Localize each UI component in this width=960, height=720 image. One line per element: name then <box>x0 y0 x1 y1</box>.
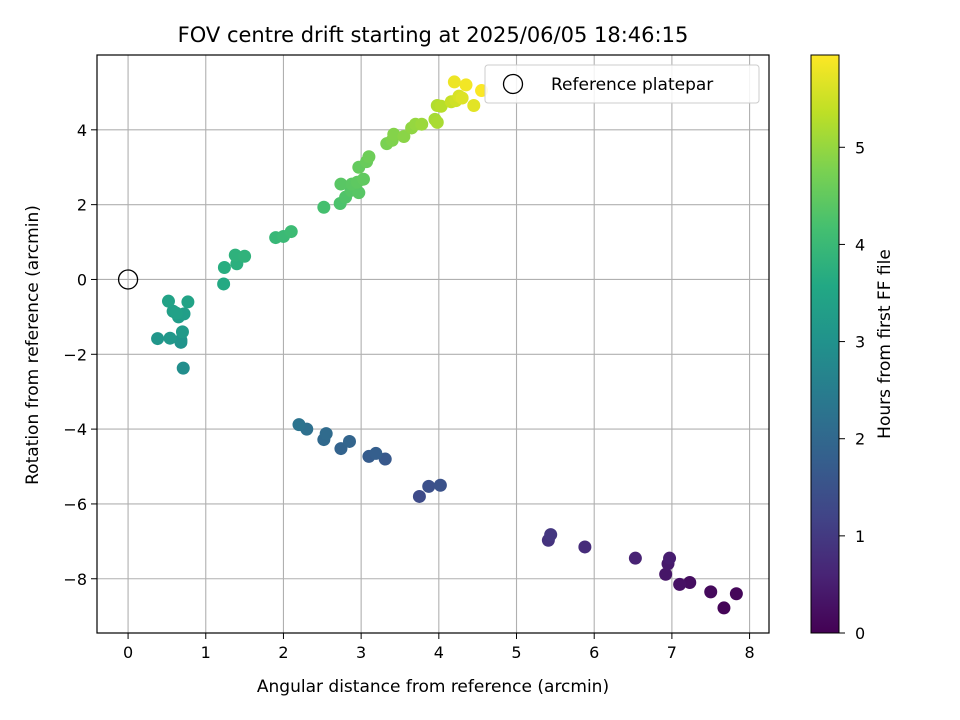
data-point <box>319 427 333 441</box>
data-point <box>284 225 298 239</box>
data-point <box>729 587 743 601</box>
x-tick-label: 4 <box>434 643 444 662</box>
legend: Reference platepar <box>484 64 760 104</box>
data-point <box>415 117 429 131</box>
colorbar-tick-label: 5 <box>855 138 865 157</box>
chart-title: FOV centre drift starting at 2025/06/05 … <box>178 23 689 47</box>
data-point <box>673 577 687 591</box>
data-point <box>704 585 718 599</box>
data-point <box>169 306 183 320</box>
plot-frame <box>96 54 770 634</box>
x-axis-label: Angular distance from reference (arcmin) <box>257 677 609 697</box>
colorbar-tick-label: 1 <box>855 527 865 546</box>
data-point <box>175 325 189 339</box>
data-point <box>176 361 190 375</box>
colorbar-label: Hours from first FF file <box>875 249 895 439</box>
data-point <box>362 150 376 164</box>
data-point <box>683 575 697 589</box>
data-point <box>433 478 447 492</box>
y-tick-label: −8 <box>63 570 87 589</box>
x-tick-label: 7 <box>667 643 677 662</box>
data-point <box>578 540 592 554</box>
grid-lines <box>97 55 769 633</box>
reference-platepar-point <box>117 269 139 290</box>
data-point <box>467 99 481 113</box>
data-point <box>422 479 436 493</box>
data-point <box>659 567 673 581</box>
data-point <box>430 115 444 129</box>
y-axis-label: Rotation from reference (arcmin) <box>23 205 43 485</box>
data-point <box>544 528 558 542</box>
colorbar-ticks: 0 1 2 3 4 5 <box>839 138 865 643</box>
data-point <box>356 172 370 186</box>
y-tick-label: 0 <box>77 270 87 289</box>
data-point <box>317 200 331 214</box>
legend-label: Reference platepar <box>551 75 713 95</box>
data-point <box>628 551 642 565</box>
colorbar-tick-label: 4 <box>855 235 865 254</box>
data-point <box>663 551 677 565</box>
x-tick-label: 3 <box>356 643 366 662</box>
data-point <box>163 331 177 345</box>
data-point <box>369 446 383 460</box>
data-point <box>217 277 231 291</box>
colorbar-tick-label: 3 <box>855 333 865 352</box>
data-point <box>717 601 731 615</box>
data-point <box>378 452 392 466</box>
legend-box <box>484 64 760 104</box>
data-point <box>459 78 473 92</box>
x-tick-label: 1 <box>201 643 211 662</box>
y-tick-label: 4 <box>77 121 87 140</box>
y-axis: −8 −6 −4 −2 0 2 4 <box>63 121 97 589</box>
data-point <box>455 91 469 105</box>
data-point <box>412 489 426 503</box>
x-tick-label: 6 <box>589 643 599 662</box>
data-point <box>352 186 366 200</box>
y-tick-label: −6 <box>63 495 87 514</box>
data-point <box>151 332 165 346</box>
x-tick-label: 0 <box>123 643 133 662</box>
data-point <box>334 177 348 191</box>
colorbar-gradient <box>810 54 840 634</box>
data-points <box>151 75 743 615</box>
y-tick-label: −4 <box>63 420 87 439</box>
x-tick-label: 8 <box>744 643 754 662</box>
reference-marker <box>117 269 139 290</box>
data-point <box>161 294 175 308</box>
x-axis: 0 1 2 3 4 5 6 7 8 <box>123 633 755 662</box>
colorbar-tick-label: 2 <box>855 430 865 449</box>
x-tick-label: 5 <box>511 643 521 662</box>
data-point <box>292 418 306 432</box>
data-point <box>181 295 195 309</box>
data-point <box>238 249 252 263</box>
y-tick-label: 2 <box>77 196 87 215</box>
data-point <box>447 75 461 89</box>
data-point <box>217 260 231 274</box>
y-tick-label: −2 <box>63 345 87 364</box>
colorbar-tick-label: 0 <box>855 624 865 643</box>
data-point <box>434 99 448 113</box>
data-point <box>387 127 401 141</box>
legend-marker <box>502 73 524 95</box>
data-point <box>397 130 411 144</box>
data-point <box>334 442 348 456</box>
colorbar: 0 1 2 3 4 5 Hours from first FF file <box>810 54 895 643</box>
data-point <box>342 434 356 448</box>
x-tick-label: 2 <box>278 643 288 662</box>
